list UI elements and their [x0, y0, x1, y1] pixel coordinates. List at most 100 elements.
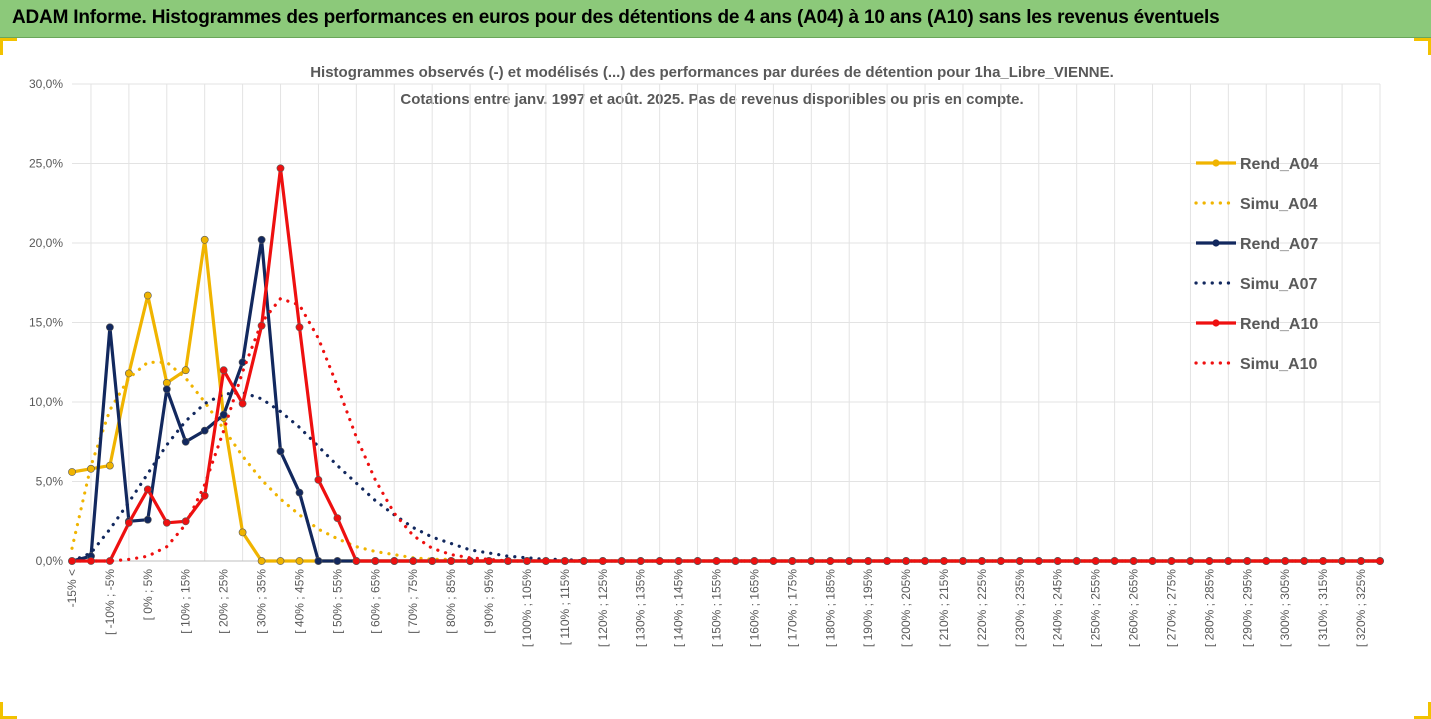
banner-title: ADAM Informe. Histogrammes des performan…	[12, 7, 1220, 28]
corner-marker	[0, 702, 17, 719]
legend-label: Simu_A07	[1240, 276, 1317, 293]
data-point	[750, 557, 759, 565]
series-simu-a10	[70, 296, 1382, 563]
data-point	[219, 410, 228, 419]
x-tick-label: [ 300% ; 305%	[1278, 569, 1292, 647]
y-tick-label: 20,0%	[29, 236, 63, 250]
x-tick-label: [ 30% ; 35%	[255, 569, 269, 634]
corner-marker	[0, 38, 17, 55]
x-tick-label: [ 120% ; 125%	[596, 569, 610, 647]
x-tick-label: [ 310% ; 315%	[1316, 569, 1330, 647]
data-point	[68, 468, 76, 476]
x-tick-label: [ 60% ; 65%	[368, 569, 382, 634]
x-tick-label: [ 170% ; 175%	[785, 569, 799, 647]
legend-label: Simu_A04	[1240, 196, 1317, 213]
x-tick-label: [ 220% ; 225%	[975, 569, 989, 647]
data-point	[181, 366, 190, 375]
data-point	[295, 557, 304, 565]
x-tick-label: [ 180% ; 185%	[823, 569, 837, 647]
data-point	[200, 426, 209, 435]
legend-label: Rend_A04	[1240, 156, 1318, 173]
y-tick-label: 5,0%	[36, 475, 64, 489]
data-point	[257, 557, 266, 565]
data-point	[106, 323, 114, 332]
data-point	[428, 557, 437, 565]
x-tick-label: [ 110% ; 115%	[558, 569, 572, 646]
corner-marker	[1414, 38, 1431, 55]
x-tick-label: [ 280% ; 285%	[1202, 569, 1216, 647]
data-point	[200, 235, 209, 244]
data-point	[693, 557, 702, 565]
series-simu-a07	[70, 390, 1382, 563]
x-tick-label: [ 160% ; 165%	[747, 569, 761, 647]
data-point	[295, 488, 304, 497]
x-tick-label: [ 260% ; 265%	[1127, 569, 1141, 647]
legend-marker	[1212, 319, 1220, 327]
data-point	[390, 557, 399, 565]
x-tick-label: [ 10% ; 15%	[179, 569, 193, 634]
legend-marker	[1212, 239, 1220, 247]
data-point	[447, 557, 455, 565]
x-tick-label: [ 0% ; 5%	[141, 569, 155, 621]
legend-item: Rend_A04	[1196, 156, 1318, 173]
y-tick-label: 25,0%	[29, 157, 63, 171]
data-point	[314, 475, 323, 484]
series-simu-a04	[70, 360, 1382, 563]
data-point	[333, 557, 342, 565]
legend-label: Simu_A10	[1240, 356, 1317, 373]
x-tick-label: [ 70% ; 75%	[406, 569, 420, 634]
series-line	[71, 238, 1380, 563]
series-line	[70, 296, 1382, 563]
legend-item: Simu_A10	[1194, 356, 1317, 373]
x-tick-label: [ 90% ; 95%	[482, 569, 496, 634]
data-point	[162, 385, 171, 394]
data-point	[409, 557, 418, 565]
series-line	[71, 238, 1380, 563]
series-group	[68, 164, 1384, 565]
data-point	[238, 528, 247, 537]
x-tick-label: [ -10% ; -5%	[103, 569, 117, 635]
data-point	[106, 461, 114, 470]
data-point	[181, 437, 190, 446]
y-tick-label: 10,0%	[29, 395, 63, 409]
x-tick-label: [ 80% ; 85%	[444, 569, 458, 634]
data-point	[124, 369, 133, 378]
y-tick-label: 0,0%	[36, 554, 64, 568]
x-tick-label: [ 150% ; 155%	[710, 569, 724, 647]
x-tick-label: [ 50% ; 55%	[330, 569, 344, 634]
y-tick-label: 15,0%	[29, 316, 63, 330]
x-tick-label: [ 130% ; 135%	[634, 569, 648, 647]
data-point	[276, 557, 285, 565]
x-tick-label: [ 320% ; 325%	[1354, 569, 1368, 647]
legend-marker	[1212, 159, 1220, 167]
data-point	[276, 164, 285, 173]
data-point	[124, 518, 133, 527]
x-tick-label: [ 240% ; 245%	[1051, 569, 1065, 647]
x-tick-label: [ 270% ; 275%	[1164, 569, 1178, 647]
corner-marker	[1414, 702, 1431, 719]
data-point	[143, 485, 152, 494]
x-tick-label: [ 40% ; 45%	[292, 569, 306, 634]
x-tick-label: [ 190% ; 195%	[861, 569, 875, 647]
banner: ADAM Informe. Histogrammes des performan…	[0, 0, 1431, 38]
legend-item: Simu_A07	[1194, 276, 1317, 293]
series-line	[72, 166, 1380, 563]
x-tick-label: [ 230% ; 235%	[1013, 569, 1027, 647]
legend-label: Rend_A07	[1240, 236, 1318, 253]
series-rend-a10	[68, 164, 1384, 565]
data-point	[162, 518, 171, 527]
x-tick-label: [ 210% ; 215%	[937, 569, 951, 647]
legend-item: Simu_A04	[1194, 196, 1317, 213]
chart-title-line-2: Cotations entre janv. 1997 et août. 2025…	[400, 91, 1023, 108]
x-tick-label: [ 100% ; 105%	[520, 569, 534, 647]
data-point	[314, 557, 323, 565]
chart-title-line-1: Histogrammes observés (-) et modélisés (…	[310, 64, 1114, 81]
data-point	[333, 514, 342, 522]
data-point	[276, 447, 285, 456]
data-point	[352, 557, 361, 565]
x-tick-label: [ 200% ; 205%	[899, 569, 913, 647]
x-tick-label: [ 140% ; 145%	[672, 569, 686, 647]
x-tick-label: [ 250% ; 255%	[1089, 569, 1103, 647]
x-tick-label: -15% <	[65, 569, 79, 607]
